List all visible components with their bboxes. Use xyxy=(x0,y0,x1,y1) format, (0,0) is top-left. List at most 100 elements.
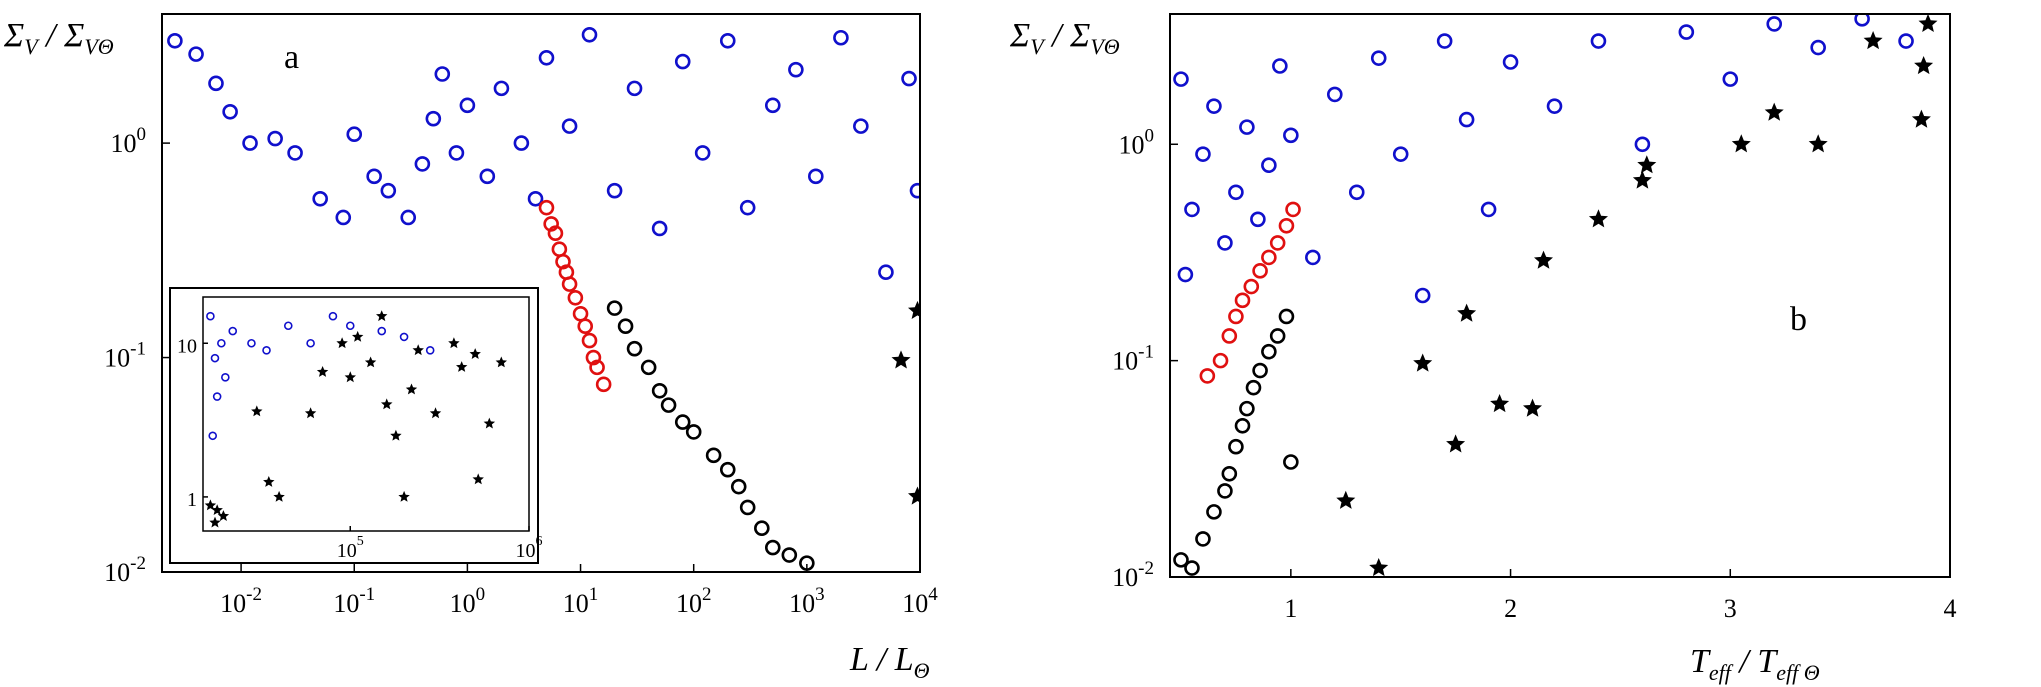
marks xyxy=(167,26,920,571)
circle-point xyxy=(1228,308,1244,325)
tick-label-exponent: -1 xyxy=(130,339,146,360)
circle-point xyxy=(1206,98,1222,114)
panel-b-plot-area xyxy=(1173,14,1938,577)
series-2 xyxy=(1173,308,1299,576)
circle-point xyxy=(1283,127,1299,144)
tick-label: 106 xyxy=(516,534,543,562)
tick-label-base: 10 xyxy=(104,344,130,373)
circle-point xyxy=(1228,438,1244,455)
circle-point xyxy=(1414,287,1431,304)
tick-label-base: 10 xyxy=(450,589,476,618)
circle-point xyxy=(1228,184,1244,201)
circle-point xyxy=(660,397,677,413)
circle-point xyxy=(674,53,691,70)
tick-label: 10-1 xyxy=(104,339,146,373)
star-point xyxy=(1588,209,1608,228)
tick-label-exponent: -1 xyxy=(359,584,375,605)
star-point xyxy=(304,407,317,419)
circle-point xyxy=(448,145,465,161)
star-point xyxy=(1336,490,1356,509)
marks xyxy=(204,310,507,528)
star-point xyxy=(390,429,402,441)
tick-label: 102 xyxy=(676,584,712,618)
panel-b-ylabel: ΣV / ΣVΘ xyxy=(1009,17,1120,59)
circle-point xyxy=(1370,50,1387,66)
circle-point xyxy=(1261,249,1277,266)
circle-point xyxy=(1278,308,1295,325)
circle-point xyxy=(1261,343,1277,360)
circle-point xyxy=(739,499,756,516)
tick-label-base: 10 xyxy=(902,589,928,618)
circle-point xyxy=(1184,201,1200,218)
tick-label: 100 xyxy=(450,584,486,618)
tick-label-base: 4 xyxy=(1944,594,1957,623)
circle-point xyxy=(781,547,798,563)
circle-point xyxy=(479,168,496,185)
circle-point xyxy=(228,326,238,336)
circle-point xyxy=(1348,184,1365,201)
star-point xyxy=(1632,170,1652,189)
circle-point xyxy=(1195,531,1211,547)
circle-point xyxy=(1199,368,1216,384)
inset-plot-area xyxy=(204,310,507,528)
star-point xyxy=(217,510,230,521)
circle-point xyxy=(739,199,756,216)
tick-label: 1 xyxy=(1284,594,1297,623)
circle-point xyxy=(1678,24,1695,40)
circle-point xyxy=(626,80,643,97)
tick-label: 4 xyxy=(1944,594,1957,623)
circle-point xyxy=(705,447,722,464)
star-point xyxy=(1911,109,1931,128)
circle-point xyxy=(651,220,668,237)
circle-point xyxy=(1217,235,1233,251)
circle-point xyxy=(730,478,747,495)
panel-b-xlabel: Teff / Teff Θ xyxy=(1690,643,1820,685)
star-point xyxy=(448,337,460,349)
tick-label-base: 2 xyxy=(1504,594,1517,623)
star-point xyxy=(456,361,468,372)
series-1 xyxy=(204,310,507,528)
star-point xyxy=(1808,134,1828,153)
circle-point xyxy=(1217,483,1233,499)
circle-point xyxy=(719,461,736,478)
circle-point xyxy=(212,392,222,401)
panel-a-ylabel: ΣV / ΣVΘ xyxy=(3,17,114,59)
circle-point xyxy=(1502,54,1519,70)
circle-point xyxy=(551,241,568,258)
circle-point xyxy=(901,70,917,87)
star-point xyxy=(1413,353,1433,372)
marks xyxy=(1173,14,1938,577)
circle-point xyxy=(513,135,530,151)
tick-label: 10-1 xyxy=(333,584,375,618)
circle-point xyxy=(425,345,435,355)
circle-point xyxy=(1184,560,1200,576)
series-2 xyxy=(606,300,815,571)
panel-a-plot-area xyxy=(167,26,920,571)
tick-label: 10-2 xyxy=(1112,558,1154,592)
star-point xyxy=(1457,303,1477,322)
circle-point xyxy=(694,145,711,161)
inset-y-ticks: 1 10 xyxy=(177,335,208,511)
circle-point xyxy=(493,80,510,97)
series-1 xyxy=(1199,201,1301,384)
star-point xyxy=(405,383,418,395)
star-point xyxy=(1918,14,1938,32)
tick-label-base: 10 xyxy=(177,335,197,357)
circle-point xyxy=(1283,454,1299,470)
star-point xyxy=(908,300,920,319)
circle-point xyxy=(1766,16,1783,32)
star-point xyxy=(495,356,507,368)
tick-label: 3 xyxy=(1724,594,1737,623)
circle-point xyxy=(764,539,781,556)
tick-label: 2 xyxy=(1504,594,1517,623)
circle-point xyxy=(1458,111,1475,128)
series-3 xyxy=(1336,14,1938,577)
circle-point xyxy=(651,382,668,399)
circle-point xyxy=(206,311,215,321)
panel-a-xlabel: L / LΘ xyxy=(849,641,930,683)
circle-point xyxy=(1305,249,1321,266)
circle-point xyxy=(1480,201,1497,218)
circle-point xyxy=(808,168,824,185)
tick-label-exponent: 0 xyxy=(137,124,147,145)
circle-point xyxy=(399,332,409,342)
